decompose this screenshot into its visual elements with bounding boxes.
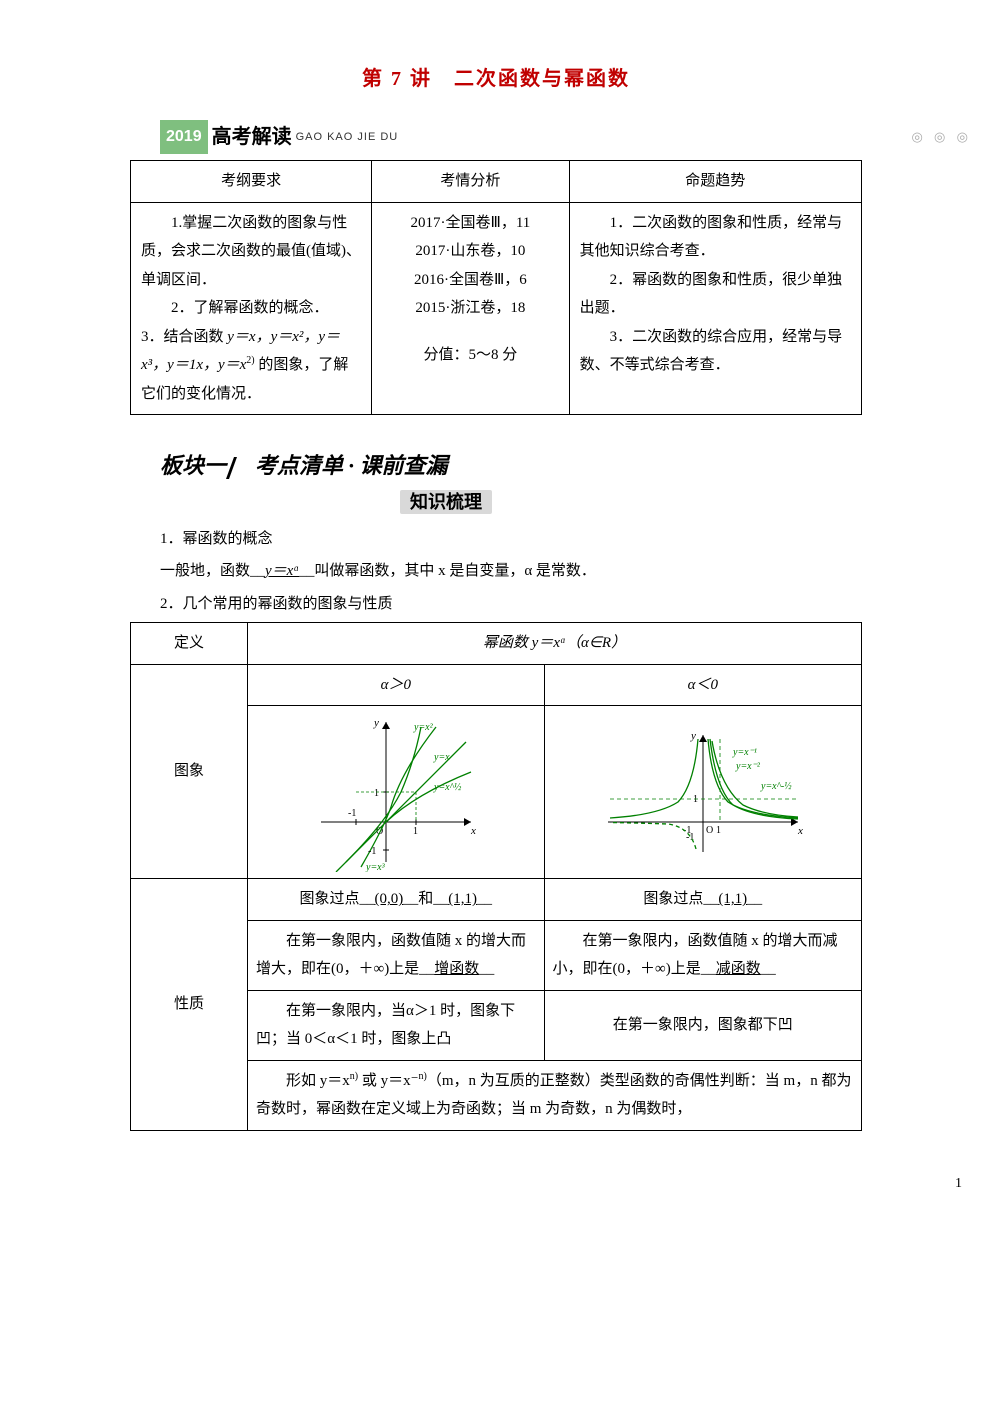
ana-4: 2015·浙江卷，18 [382, 294, 558, 323]
svg-text:1: 1 [693, 794, 698, 805]
t2-alpha-pos: α＞0 [248, 664, 545, 706]
exam-table: 考纲要求 考情分析 命题趋势 1.掌握二次函数的图象与性质，会求二次函数的最值(… [130, 160, 862, 415]
svg-text:1: 1 [374, 788, 379, 799]
trend-2: 2．幂函数的图象和性质，很少单独出题． [580, 266, 851, 323]
svg-text:y: y [690, 730, 696, 742]
t2-prop-c2: 在第一象限内，图象都下凹 [544, 990, 861, 1060]
t2-prop-a2: 图象过点__(1,1)__ [544, 879, 861, 921]
t2-def-value: 幂函数 y＝xᵅ（α∈R） [248, 623, 862, 665]
svg-text:1: 1 [716, 825, 721, 836]
svg-text:y=x^-½: y=x^-½ [760, 781, 792, 792]
req-2: 2．了解幂函数的概念． [141, 294, 361, 323]
trend-3: 3．二次函数的综合应用，经常与导数、不等式综合考查． [580, 323, 851, 380]
cell-analysis: 2017·全国卷Ⅲ，11 2017·山东卷，10 2016·全国卷Ⅲ，6 201… [372, 202, 569, 415]
req-3: 3．结合函数 y＝x，y＝x²，y＝x³，y＝1x，y＝x2) 的图象，了解它们… [141, 323, 361, 409]
banner-sub: 知识梳理 [400, 490, 492, 514]
p2: 一般地，函数__y＝xᵅ__叫做幂函数，其中 x 是自变量，α 是常数． [130, 557, 862, 586]
svg-text:1: 1 [413, 826, 418, 837]
p2u: y＝xᵅ [265, 563, 299, 579]
t2-prop-c1: 在第一象限内，当α＞1 时，图象下凹；当 0＜α＜1 时，图象上凸 [248, 990, 545, 1060]
svg-text:y=x⁻¹: y=x⁻¹ [732, 747, 757, 758]
ana-5: 分值：5～8 分 [382, 341, 558, 370]
t2-prop-label: 性质 [131, 879, 248, 1131]
jiedu-pinyin: GAO KAO JIE DU [296, 127, 399, 148]
svg-text:y=x³: y=x³ [365, 862, 386, 872]
t2-def-label: 定义 [131, 623, 248, 665]
req-1: 1.掌握二次函数的图象与性质，会求二次函数的最值(值域)、单调区间． [141, 209, 361, 295]
cell-requirement: 1.掌握二次函数的图象与性质，会求二次函数的最值(值域)、单调区间． 2．了解幂… [131, 202, 372, 415]
t2-prop-b1: 在第一象限内，函数值随 x 的增大而增大，即在(0，＋∞)上是__增函数__ [248, 920, 545, 990]
req-3-sup: 2) [246, 355, 254, 366]
t2-graph-pos: x y O y=x² y=x y=x^½ y=x³ -1 1 1 -1 [248, 706, 545, 879]
svg-text:-1: -1 [368, 846, 376, 857]
req-3-pre: 3．结合函数 [141, 329, 227, 345]
page-title: 第 7 讲 二次函数与幂函数 [130, 60, 862, 98]
th-trend: 命题趋势 [569, 161, 861, 203]
svg-text:x: x [797, 825, 803, 837]
t2-prop-b2: 在第一象限内，函数值随 x 的增大而减小，即在(0，＋∞)上是__减函数__ [544, 920, 861, 990]
year-box: 2019 [160, 120, 208, 154]
banner-sub-wrap: 知识梳理 [400, 485, 862, 519]
t2-alpha-neg: α＜0 [544, 664, 861, 706]
svg-text:y: y [373, 717, 379, 729]
svg-text:y=x²: y=x² [413, 722, 434, 733]
t2-prop-d: 形如 y＝xn) 或 y＝x⁻n)（m，n 为互质的正整数）类型函数的奇偶性判断… [248, 1060, 862, 1130]
cell-trend: 1．二次函数的图象和性质，经常与其他知识综合考查． 2．幂函数的图象和性质，很少… [569, 202, 861, 415]
circles-icon: ◎ ◎ ◎ [911, 125, 972, 150]
t2-img-label: 图象 [131, 664, 248, 879]
svg-text:-1: -1 [348, 808, 356, 819]
properties-table: 定义 幂函数 y＝xᵅ（α∈R） 图象 α＞0 α＜0 x y O y=x² y… [130, 622, 862, 1131]
svg-text:y=x: y=x [433, 752, 450, 763]
ana-3: 2016·全国卷Ⅲ，6 [382, 266, 558, 295]
svg-text:x: x [470, 825, 476, 837]
p2a: 一般地，函数__ [160, 563, 265, 579]
page-number: 1 [130, 1171, 962, 1198]
t2-graph-neg: x y O 1 -1 1 -1 y=x⁻¹ y=x⁻² y=x^-½ [544, 706, 861, 879]
ana-2: 2017·山东卷，10 [382, 237, 558, 266]
section-header: 2019 高考解读 GAO KAO JIE DU ◎ ◎ ◎ [160, 118, 862, 156]
p2b: __叫做幂函数，其中 x 是自变量，α 是常数． [299, 563, 596, 579]
ana-1: 2017·全国卷Ⅲ，11 [382, 209, 558, 238]
svg-text:O: O [706, 825, 713, 836]
p3: 2．几个常用的幂函数的图象与性质 [130, 590, 862, 619]
svg-text:y=x⁻²: y=x⁻² [735, 761, 761, 772]
th-requirement: 考纲要求 [131, 161, 372, 203]
svg-text:y=x^½: y=x^½ [433, 782, 462, 793]
banner-main: 板块一考点清单 · 课前查漏 [160, 453, 448, 478]
t2-prop-a1: 图象过点__(0,0)__和__(1,1)__ [248, 879, 545, 921]
th-analysis: 考情分析 [372, 161, 569, 203]
trend-1: 1．二次函数的图象和性质，经常与其他知识综合考查． [580, 209, 851, 266]
banner: 板块一考点清单 · 课前查漏 知识梳理 [160, 445, 862, 519]
jiedu-label: 高考解读 [212, 118, 292, 156]
p1: 1．幂函数的概念 [130, 525, 862, 554]
